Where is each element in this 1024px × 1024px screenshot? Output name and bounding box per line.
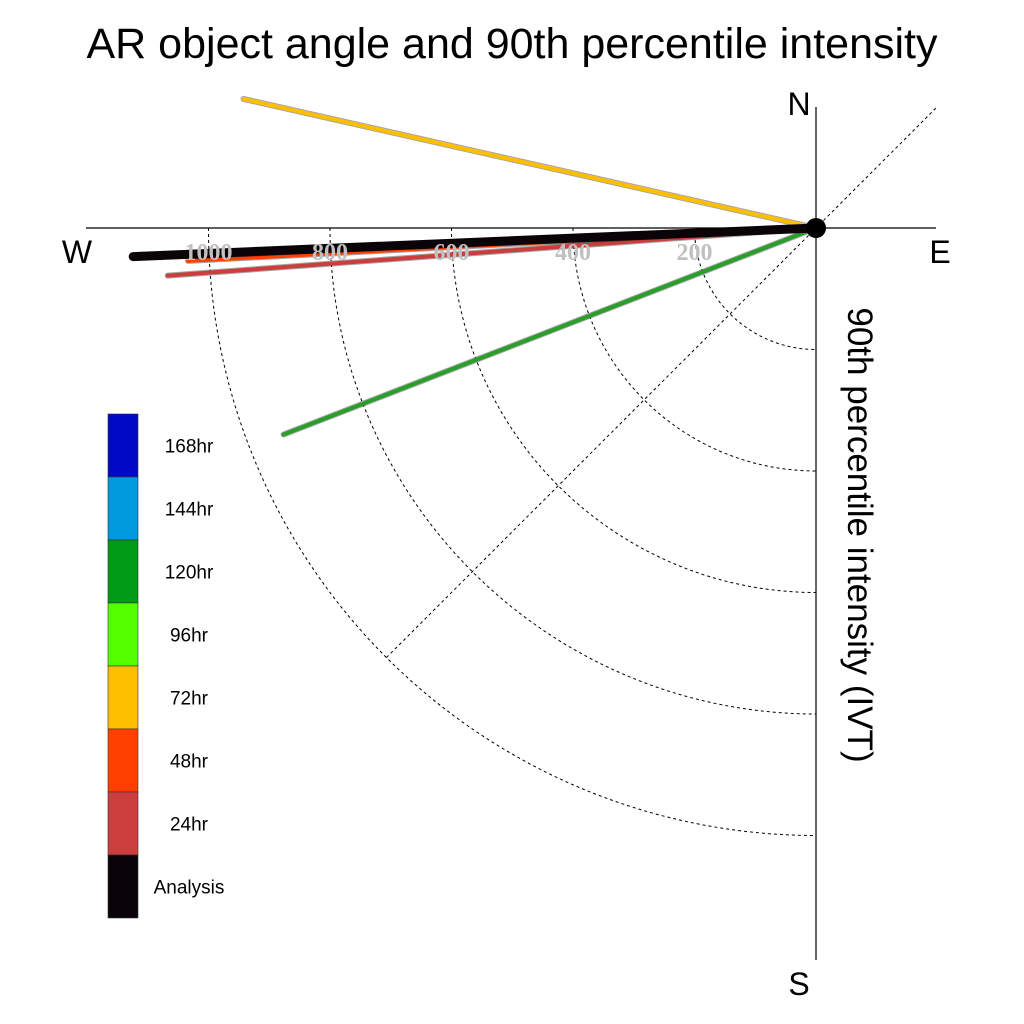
radial-tick-label: 400	[555, 240, 591, 266]
compass-south: S	[788, 966, 809, 1002]
legend-label: 168hr	[165, 437, 214, 458]
legend-label: 72hr	[170, 689, 209, 710]
legend-label: Analysis	[154, 878, 225, 899]
grid-ring	[572, 227, 817, 472]
legend-swatch	[107, 539, 139, 604]
legend-swatch	[107, 602, 139, 667]
grid-ring	[329, 227, 817, 715]
data-series	[128, 95, 821, 438]
polar-grid	[208, 105, 939, 836]
legend-swatch	[107, 476, 139, 541]
grid-ring	[208, 227, 817, 836]
legend-swatch	[107, 413, 139, 478]
legend-swatch	[107, 854, 139, 919]
radial-tick-label: 800	[312, 240, 348, 266]
legend-label: 120hr	[165, 563, 214, 584]
radial-axis-label: 90th percentile intensity (IVT)	[840, 307, 879, 762]
legend-label: 144hr	[165, 500, 214, 521]
legend-label: 96hr	[170, 626, 209, 647]
grid-ring	[694, 227, 817, 350]
legend-swatch	[107, 665, 139, 730]
legend: 168hr 144hr 120hr 96hr 72hr 48hr 24hr Analysis	[107, 413, 225, 919]
series-line-analysis	[128, 223, 821, 262]
compass-north: N	[787, 86, 810, 122]
radial-tick-labels: 200 400 600 800 1000	[185, 240, 713, 266]
chart-title: AR object angle and 90th percentile inte…	[87, 20, 938, 68]
legend-label: 24hr	[170, 815, 209, 836]
radial-tick-label: 200	[677, 240, 713, 266]
grid-diagonal	[386, 105, 939, 658]
series-line-120hr	[281, 226, 818, 437]
compass-east: E	[929, 234, 950, 270]
radial-tick-label: 1000	[185, 240, 233, 266]
grid-ring	[451, 227, 817, 593]
legend-label: 48hr	[170, 752, 209, 773]
series-line-72hr	[241, 96, 818, 230]
radial-tick-label: 600	[434, 240, 470, 266]
legend-swatch	[107, 791, 139, 856]
origin-marker	[806, 218, 826, 238]
legend-swatch	[107, 728, 139, 793]
compass-west: W	[62, 234, 93, 270]
